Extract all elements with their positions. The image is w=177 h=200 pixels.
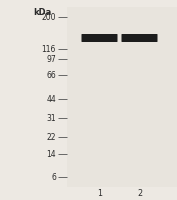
Text: 97: 97 — [46, 55, 56, 64]
Text: 2: 2 — [137, 189, 142, 198]
Text: 200: 200 — [41, 13, 56, 22]
Text: kDa: kDa — [34, 8, 52, 17]
FancyBboxPatch shape — [121, 35, 158, 43]
Text: 66: 66 — [46, 71, 56, 80]
FancyBboxPatch shape — [81, 35, 118, 43]
Text: 44: 44 — [46, 95, 56, 104]
Text: 1: 1 — [98, 189, 102, 198]
Text: 22: 22 — [47, 133, 56, 142]
Text: 6: 6 — [51, 173, 56, 182]
Text: 31: 31 — [46, 114, 56, 123]
Text: 14: 14 — [46, 150, 56, 159]
Text: 116: 116 — [42, 45, 56, 54]
